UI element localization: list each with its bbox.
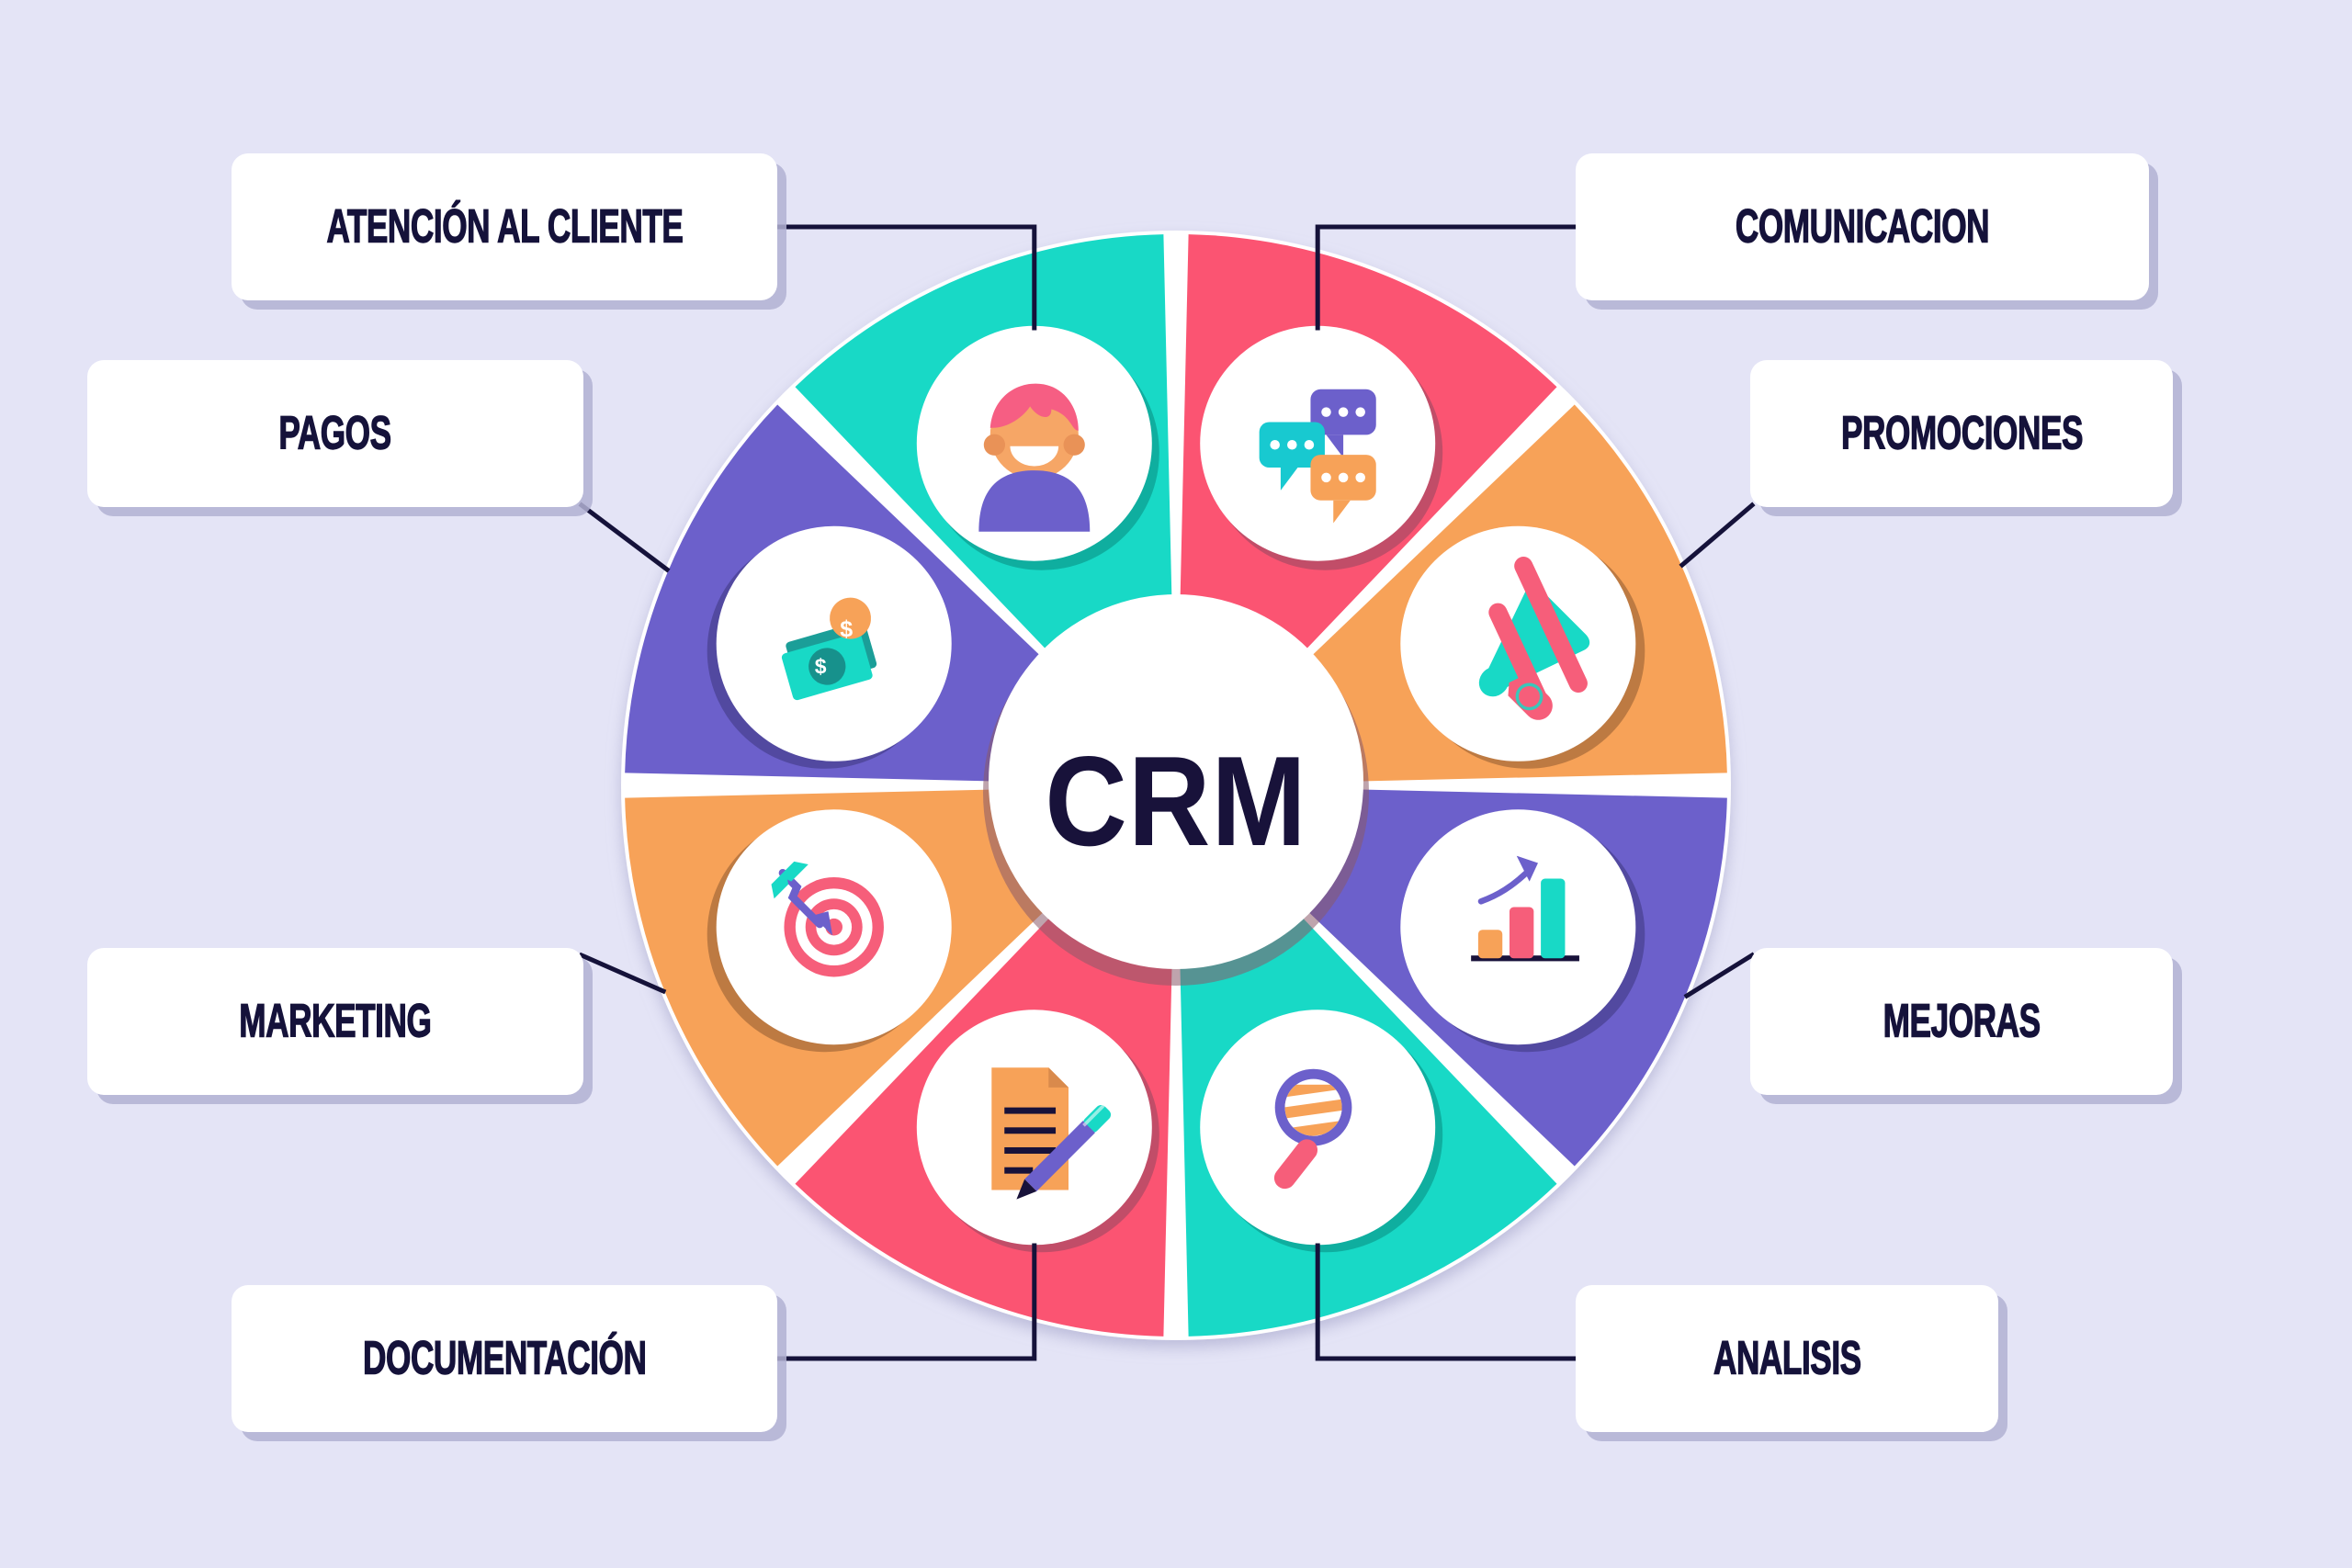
svg-text:$: $ (840, 616, 853, 642)
svg-text:$: $ (815, 654, 827, 678)
svg-text:CRM: CRM (1045, 729, 1306, 872)
